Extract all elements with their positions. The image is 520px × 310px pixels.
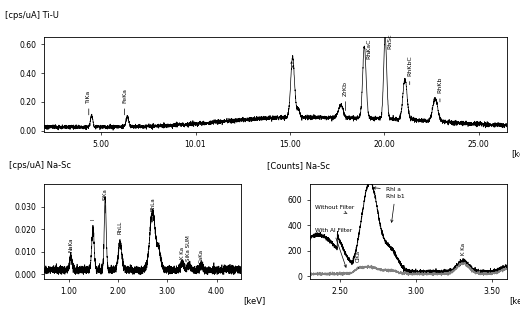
Text: [cps/uA] Ti-U: [cps/uA] Ti-U (5, 11, 59, 20)
Text: [keV]: [keV] (512, 149, 520, 158)
Text: NaKa: NaKa (68, 237, 73, 260)
Text: With Al Filter: With Al Filter (315, 228, 352, 267)
Text: RhKaC: RhKaC (367, 38, 372, 59)
Text: [keV]: [keV] (509, 296, 520, 305)
Text: RhLa: RhLa (150, 197, 155, 222)
Text: Rhl b1: Rhl b1 (386, 194, 405, 222)
Text: SiKa SUM: SiKa SUM (187, 235, 191, 267)
Text: K Ka: K Ka (180, 246, 185, 265)
Text: RhSc: RhSc (387, 33, 393, 49)
Text: [cps/uA] Na-Sc: [cps/uA] Na-Sc (9, 161, 71, 170)
Text: TiKa: TiKa (86, 90, 92, 115)
Text: ClKa: ClKa (356, 250, 361, 268)
Text: RhLL: RhLL (118, 221, 123, 242)
Text: CaKa: CaKa (199, 249, 204, 270)
Text: RhKb: RhKb (437, 77, 443, 102)
Text: Rhl a: Rhl a (373, 187, 401, 192)
Text: FeKa: FeKa (122, 88, 127, 115)
Text: SiKa: SiKa (103, 188, 108, 213)
Text: ZrKb: ZrKb (343, 81, 348, 111)
Text: RhKbC: RhKbC (407, 55, 412, 85)
Text: I: I (290, 61, 295, 67)
Text: [Counts] Na-Sc: [Counts] Na-Sc (267, 161, 330, 170)
Text: [keV]: [keV] (243, 296, 265, 305)
Text: K Ka: K Ka (461, 243, 465, 262)
Text: I: I (90, 219, 96, 229)
Text: Without Filter: Without Filter (315, 205, 354, 214)
